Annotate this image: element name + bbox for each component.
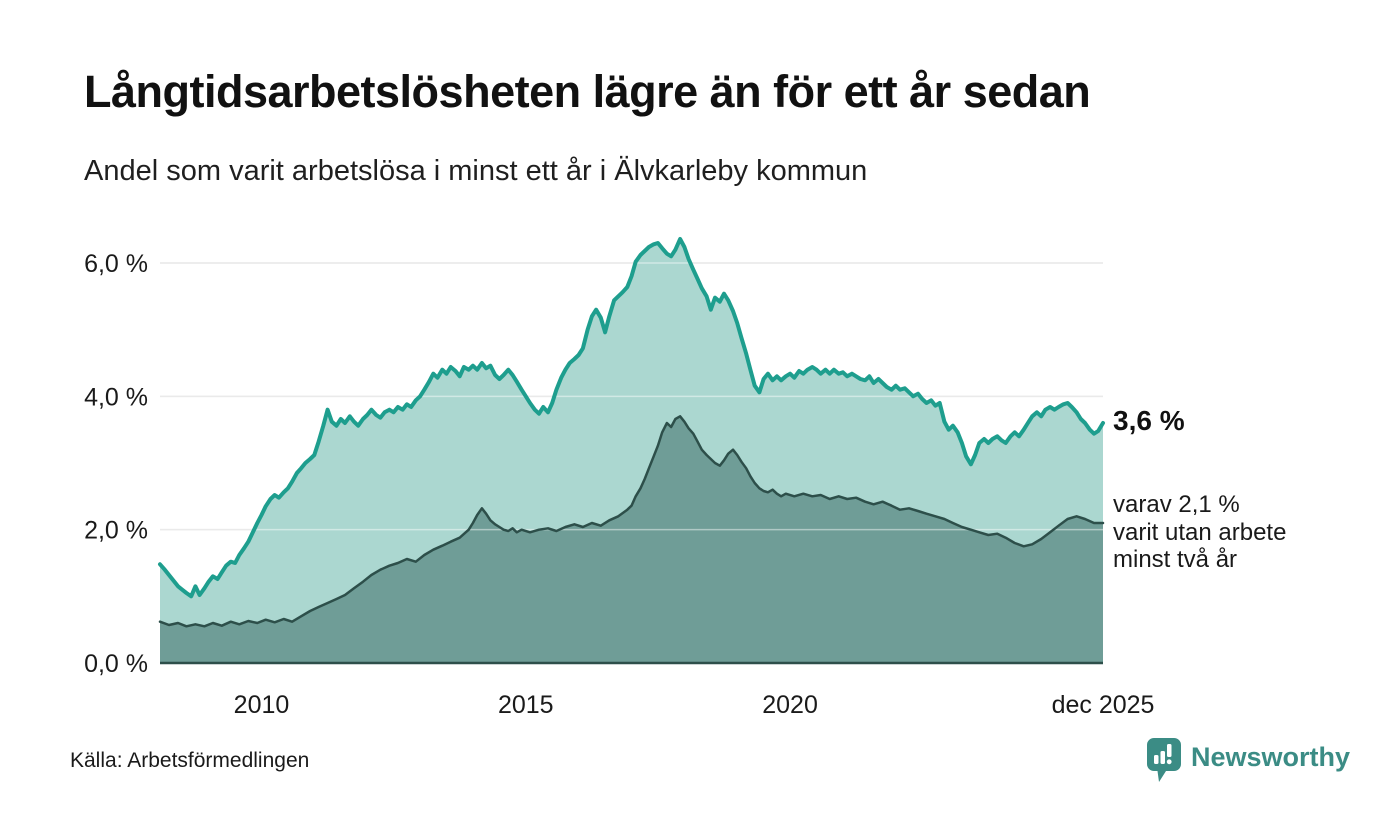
- source-caption: Källa: Arbetsförmedlingen: [70, 749, 310, 772]
- series-1-line: [158, 237, 1105, 599]
- x-axis-label: dec 2025: [1052, 691, 1155, 719]
- y-axis-label: 4,0 %: [84, 383, 148, 411]
- y-axis-label: 2,0 %: [84, 517, 148, 545]
- y-axis-label: 0,0 %: [84, 650, 148, 678]
- bar-2: [1160, 751, 1165, 764]
- chart-subtitle: Andel som varit arbetslösa i minst ett å…: [84, 155, 868, 187]
- exclamation-bar: [1167, 744, 1172, 757]
- x-axis-label: 2015: [498, 691, 554, 719]
- series2-annotation: varav 2,1 % varit utan arbete minst två …: [1113, 491, 1287, 573]
- x-axis-label: 2010: [234, 691, 290, 719]
- series-2-area: [160, 416, 1103, 663]
- x-axis-label: 2020: [762, 691, 818, 719]
- bar-1: [1154, 755, 1159, 764]
- chart-title: Långtidsarbetslösheten lägre än för ett …: [84, 66, 1091, 117]
- y-axis-label: 6,0 %: [84, 250, 148, 278]
- newsworthy-wordmark: Newsworthy: [1191, 742, 1351, 772]
- newsworthy-bubble-icon: [1147, 738, 1181, 782]
- latest-value-label: 3,6 %: [1113, 405, 1185, 436]
- exclamation-dot: [1166, 759, 1172, 765]
- series-2-line: [158, 415, 1105, 628]
- newsworthy-logo: Newsworthy: [1146, 737, 1350, 785]
